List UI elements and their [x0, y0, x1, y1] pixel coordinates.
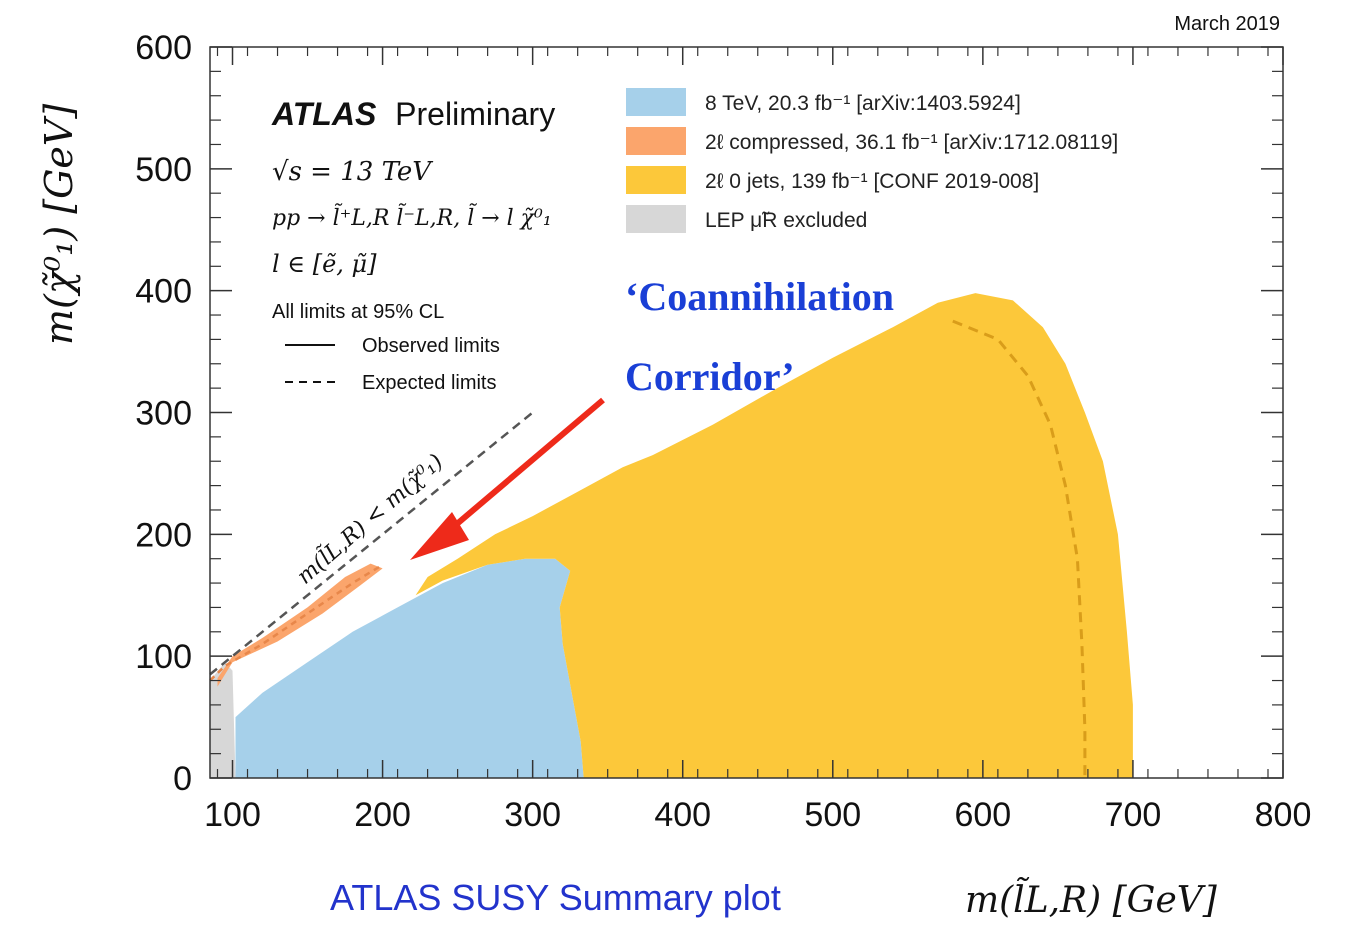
- experiment-name: ATLAS: [271, 96, 377, 132]
- legend-swatch-yellow: [626, 166, 686, 194]
- exclusion-regions: [210, 293, 1133, 778]
- arrow-head: [410, 512, 469, 560]
- x-tick-label: 100: [204, 796, 261, 834]
- x-tick-label: 400: [654, 796, 711, 834]
- kinematic-boundary-line: [209, 411, 534, 676]
- legend-swatch-blue: [626, 88, 686, 116]
- svg-text:ATLAS Preliminary: ATLAS Preliminary: [271, 96, 555, 132]
- observed-label: Observed limits: [362, 335, 500, 357]
- arrow-shaft: [436, 397, 605, 543]
- x-tick-label: 700: [1105, 796, 1162, 834]
- x-tick-label: 300: [504, 796, 561, 834]
- y-tick-label: 400: [135, 273, 192, 311]
- legend-label-yellow: 2ℓ 0 jets, 139 fb⁻¹ [CONF 2019-008]: [705, 170, 1039, 193]
- region-orange: [217, 563, 383, 687]
- date-label: March 2019: [1174, 13, 1280, 35]
- legend-swatch-grey: [626, 205, 686, 233]
- yellow-expected-limit-line: [952, 319, 1087, 778]
- y-tick-label: 0: [173, 760, 192, 798]
- corridor-arrow: [410, 397, 605, 560]
- y-tick-label: 500: [135, 151, 192, 189]
- limit-lines: [209, 319, 1087, 778]
- legend-label-blue: 8 TeV, 20.3 fb⁻¹ [arXiv:1403.5924]: [705, 92, 1021, 115]
- x-tick-label: 800: [1255, 796, 1312, 834]
- x-tick-label: 500: [804, 796, 861, 834]
- region-grey: [210, 662, 236, 778]
- orange-expected-edge: [209, 563, 384, 682]
- flavour-label: l ∈ [ẽ, μ̃]: [272, 250, 377, 278]
- corridor-label-line1: ‘Coannihilation: [625, 274, 894, 319]
- y-tick-label: 600: [135, 29, 192, 67]
- legend-label-orange: 2ℓ compressed, 36.1 fb⁻¹ [arXiv:1712.081…: [705, 131, 1118, 154]
- y-tick-label: 300: [135, 395, 192, 433]
- region-blue: [235, 558, 584, 778]
- x-tick-label: 600: [954, 796, 1011, 834]
- x-tick-label: 200: [354, 796, 411, 834]
- cl-note: All limits at 95% CL: [272, 301, 444, 323]
- y-tick-label: 100: [135, 638, 192, 676]
- energy-label: √s = 13 TeV: [272, 157, 433, 187]
- legend-swatch-orange: [626, 127, 686, 155]
- y-tick-label: 200: [135, 516, 192, 554]
- experiment-status: Preliminary: [395, 96, 555, 132]
- ticks: 100 200 300 400 500 600 700 800 0 100 200 300 400 500…: [135, 29, 1311, 834]
- x-axis-title: m(l̃L,R) [GeV]: [965, 878, 1218, 921]
- region-yellow: [415, 293, 1133, 778]
- process-label: pp → l̃⁺L,R l̃⁻L,R, l̃ → l χ̃⁰₁: [272, 204, 552, 231]
- legend-label-grey: LEP μ̃R excluded: [705, 209, 867, 232]
- y-axis-title: m(χ̃⁰₁) [GeV]: [37, 104, 81, 345]
- expected-label: Expected limits: [362, 372, 497, 394]
- experiment-info: ATLAS Preliminary √s = 13 TeV pp → l̃⁺L,…: [271, 96, 555, 394]
- legend: 8 TeV, 20.3 fb⁻¹ [arXiv:1403.5924] 2ℓ com…: [626, 88, 1118, 233]
- footer-caption: ATLAS SUSY Summary plot: [330, 877, 781, 918]
- corridor-label-line2: Corridor’: [625, 354, 795, 399]
